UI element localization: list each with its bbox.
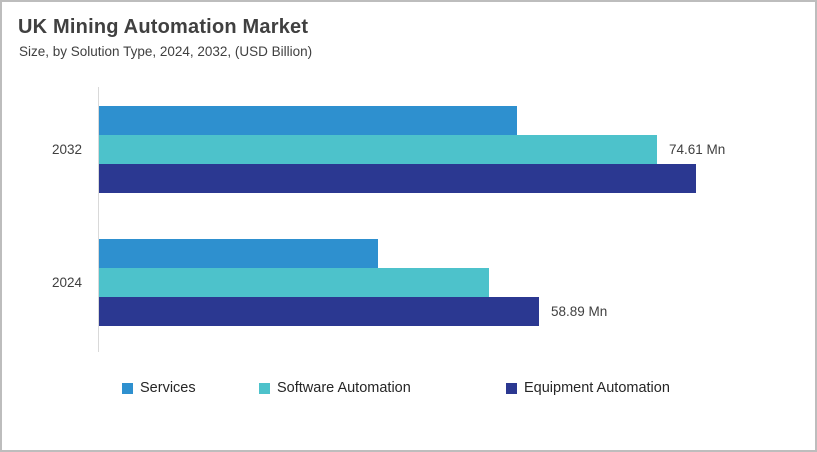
category-label-2024: 2024: [51, 275, 82, 290]
bar-2032-services: [99, 106, 517, 135]
value-label-2024-equipment-automation: 58.89 Mn: [551, 304, 608, 319]
category-label-2032: 2032: [51, 142, 82, 157]
legend-label-equipment-automation: Equipment Automation: [524, 380, 670, 396]
software-automation-swatch-icon: [259, 382, 270, 394]
bar-2024-software-automation: [99, 268, 489, 297]
bar-2024-equipment-automation: [99, 297, 539, 326]
services-swatch-icon: [122, 382, 133, 394]
legend: Services Software Automation Equipment A…: [2, 379, 815, 397]
y-axis-line: [98, 87, 99, 352]
chart-title: UK Mining Automation Market: [18, 16, 309, 38]
bar-2032-software-automation: [99, 135, 657, 164]
value-label-2032-software-automation: 74.61 Mn: [669, 142, 726, 157]
bar-2032-equipment-automation: [99, 164, 696, 193]
legend-item-services: Services: [122, 379, 196, 397]
legend-label-services: Services: [140, 380, 196, 396]
equipment-automation-swatch-icon: [506, 382, 517, 394]
legend-item-software-automation: Software Automation: [259, 379, 411, 397]
legend-label-software-automation: Software Automation: [277, 380, 411, 396]
legend-item-equipment-automation: Equipment Automation: [506, 379, 670, 397]
chart-subtitle: Size, by Solution Type, 2024, 2032, (USD…: [19, 44, 313, 59]
bar-2024-services: [99, 239, 378, 268]
